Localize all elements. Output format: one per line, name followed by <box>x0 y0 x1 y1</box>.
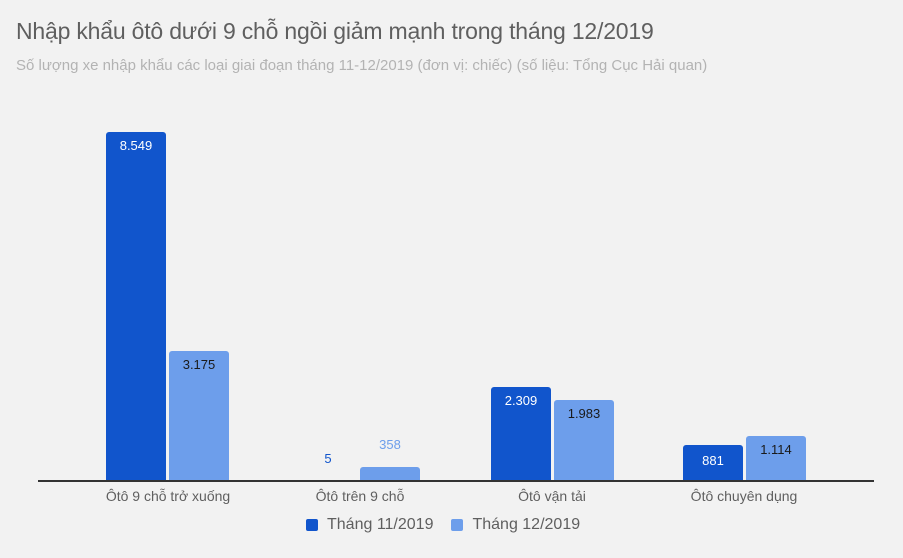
x-axis-line <box>38 480 874 482</box>
bar-g3-s1[interactable]: 1.114 <box>746 436 806 481</box>
data-label: 3.175 <box>182 357 216 372</box>
x-tick-label: Ôtô 9 chỗ trở xuống <box>105 488 231 504</box>
data-label: 2.309 <box>504 393 538 408</box>
legend-label: Tháng 12/2019 <box>472 516 581 533</box>
legend-item-thang-12[interactable]: Tháng 12/2019 <box>451 516 580 534</box>
data-label: 358 <box>379 437 401 452</box>
x-tick-label: Ôtô vận tải <box>518 488 586 504</box>
data-label: 881 <box>702 453 724 468</box>
legend-label: Tháng 11/2019 <box>327 516 434 533</box>
legend-item-thang-11[interactable]: Tháng 11/2019 <box>306 516 433 534</box>
legend-swatch-icon <box>306 519 318 531</box>
chart-subtitle: Số lượng xe nhập khẩu các loại giai đoạn… <box>16 57 708 74</box>
data-label: 1.114 <box>760 442 792 457</box>
legend: Tháng 11/2019 Tháng 12/2019 <box>306 516 598 534</box>
data-label: 1.983 <box>567 406 601 421</box>
legend-swatch-icon <box>451 519 464 531</box>
bar-g2-s0[interactable]: 2.309 <box>491 387 551 481</box>
x-tick-label: Ôtô chuyên dụng <box>690 488 798 504</box>
bar-g0-s0[interactable]: 8.549 <box>106 132 166 481</box>
x-tick-label: Ôtô trên 9 chỗ <box>315 488 405 504</box>
bar-g0-s1[interactable]: 3.175 <box>169 351 229 481</box>
bar-g3-s0[interactable]: 881 <box>683 445 743 481</box>
chart-title: Nhập khẩu ôtô dưới 9 chỗ ngồi giảm mạnh … <box>16 18 654 44</box>
data-label: 8.549 <box>119 138 153 153</box>
bar-g2-s1[interactable]: 1.983 <box>554 400 614 481</box>
data-label: 5 <box>324 451 332 466</box>
bar-g1-s1[interactable] <box>360 467 420 481</box>
